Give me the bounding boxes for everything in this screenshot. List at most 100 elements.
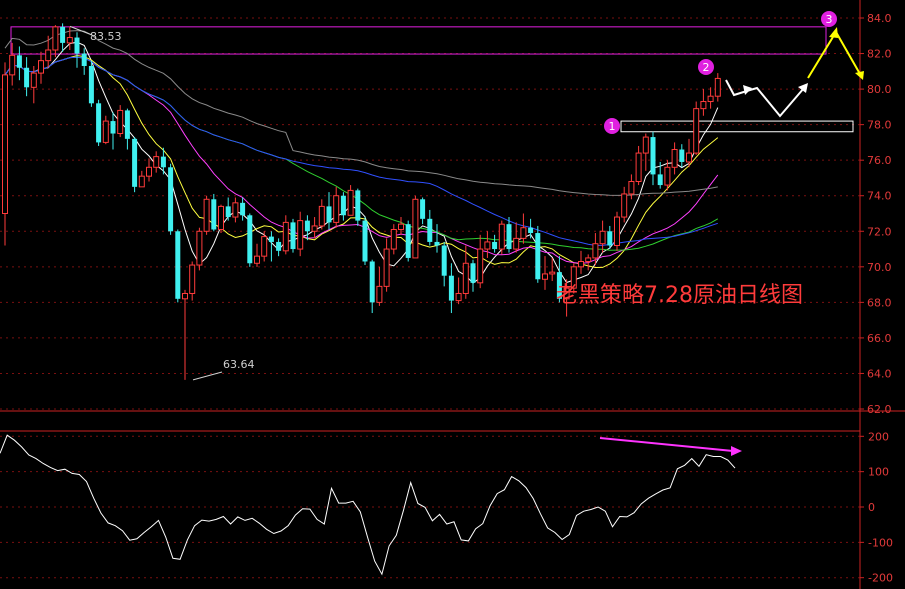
candle-body-up [138, 175, 145, 188]
candle-body-down [369, 261, 375, 303]
candle-body-up [693, 108, 700, 154]
indicator-line [0, 434, 736, 576]
support-box [620, 120, 854, 133]
candle-body-up [376, 285, 383, 303]
candle-body-up [412, 198, 419, 259]
candle-body-up [642, 136, 649, 154]
ma10-line [4, 54, 719, 269]
candle-body-down [247, 215, 253, 264]
annotations: 1 2 3 [69, 11, 864, 381]
marker-circle [604, 118, 620, 134]
ma120-line [4, 30, 718, 196]
candle-body-up [707, 95, 714, 103]
candle-body-down [607, 231, 613, 246]
candle-body-down [340, 195, 346, 216]
candle-body-up [203, 198, 210, 232]
indicator-tick-label: -200 [868, 572, 893, 585]
indicator-tick-label: 200 [868, 430, 889, 443]
candle-body-up [484, 241, 491, 250]
candle-body-up [261, 236, 268, 257]
price-tick-label: 66.0 [867, 332, 892, 345]
resistance-box [10, 26, 827, 55]
candle-body-down [124, 110, 130, 139]
candle-body-up [570, 266, 577, 289]
candle-body-up [390, 228, 397, 250]
candle-body-down [506, 224, 512, 250]
indicator-tick-label: 0 [868, 501, 875, 514]
candlestick-series [2, 23, 721, 380]
candle-body-up [700, 101, 707, 110]
price-tick-label: 70.0 [867, 261, 892, 274]
candle-body-up [621, 193, 628, 218]
candle-body-up [182, 292, 188, 300]
projection-arrow-head [829, 27, 838, 38]
price-tick-label: 74.0 [867, 190, 892, 203]
candle-body-down [326, 206, 332, 223]
candle-body-down [268, 236, 274, 242]
candle-body-up [477, 248, 484, 284]
divergence-arrow-line [599, 437, 734, 452]
candle-body-up [513, 237, 520, 250]
candle-body-up [282, 221, 289, 252]
indicator-tick-label: 100 [868, 466, 889, 479]
candle-body-up [30, 72, 37, 88]
candle-body-up [66, 37, 73, 44]
candle-body-up [218, 205, 224, 230]
price-tick-label: 68.0 [867, 296, 892, 309]
ma60-line [4, 56, 718, 246]
high-price-label: 83.53 [90, 30, 122, 43]
price-boxes [10, 26, 854, 133]
candle-body-down [276, 241, 282, 251]
candle-body-down [405, 224, 411, 258]
price-tick-label: 64.0 [867, 367, 892, 380]
candle-body-up [196, 230, 203, 266]
candle-body-down [60, 26, 66, 43]
low-pointer [192, 371, 223, 381]
projection-arrow-head [743, 85, 752, 95]
candle-body-down [74, 37, 80, 54]
candle-body-up [714, 77, 721, 97]
candle-body-down [657, 174, 663, 186]
candle-body-down [211, 199, 217, 230]
candle-body-down [441, 245, 447, 276]
candle-body-down [110, 121, 116, 134]
candle-body-up [585, 257, 592, 262]
projection-arrow-head [798, 83, 808, 93]
candle-body-down [355, 190, 361, 221]
divergence-arrow-head [731, 446, 742, 456]
candle-body-up [462, 262, 469, 294]
marker-number: 1 [609, 120, 616, 133]
projection-path-white [725, 79, 805, 118]
projection-path-yellow [807, 30, 861, 79]
candle-body-down [225, 206, 231, 218]
candle-body-down [420, 199, 426, 219]
candle-body-down [679, 149, 685, 162]
candle-body-up [671, 149, 678, 168]
candle-body-up [153, 156, 160, 168]
candle-body-up [599, 230, 606, 245]
candle-body-up [549, 271, 556, 275]
candle-body-down [132, 138, 138, 187]
candle-body-up [542, 273, 548, 280]
candle-body-up [628, 181, 635, 195]
candle-body-up [686, 152, 692, 163]
price-tick-label: 62.0 [867, 403, 892, 416]
candle-body-up [347, 189, 354, 216]
high-pointer [69, 25, 93, 36]
candle-body-up [2, 74, 8, 214]
price-tick-label: 80.0 [867, 83, 892, 96]
marker-number: 3 [826, 13, 833, 26]
candle-body-down [175, 231, 181, 299]
candle-body-down [362, 220, 368, 262]
candle-body-up [117, 109, 124, 135]
ma5-line [4, 41, 719, 284]
candle-body-up [102, 120, 109, 143]
candle-body-up [333, 195, 340, 223]
candle-body-up [614, 216, 620, 246]
candle-body-down [304, 220, 310, 232]
low-price-label: 63.64 [223, 358, 255, 371]
candle-body-up [498, 223, 505, 250]
ma40-line [4, 56, 719, 251]
candle-body-down [650, 137, 656, 175]
